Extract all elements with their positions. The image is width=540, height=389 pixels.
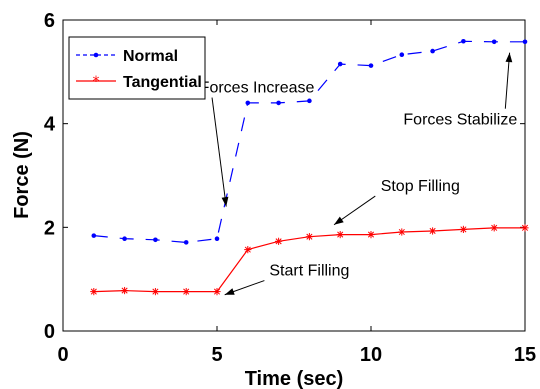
data-point-normal [153,237,158,243]
data-point-normal [276,100,281,106]
series-layer [90,38,529,296]
data-point-normal [214,236,220,242]
data-point-tangential [121,286,129,295]
data-point-normal [522,39,528,45]
y-tick-label: 6 [44,10,55,32]
data-point-normal [399,52,405,58]
axis-ticks: 0 5 10 15 0 2 4 6 [44,10,536,366]
data-point-tangential [490,224,498,232]
data-point-normal [337,61,343,67]
annotation-arrow [224,280,265,296]
data-point-tangential [429,227,437,235]
data-point-normal [368,63,374,68]
legend-label-normal: Normal [123,48,178,65]
x-axis-label: Time (sec) [245,368,344,389]
legend-box [68,36,206,100]
data-point-tangential [182,288,190,296]
annotation-label: Stop Filling [381,178,460,195]
annotation-label: Forces Stabilize [403,112,517,129]
data-point-normal [307,98,312,104]
data-point-tangential [90,288,98,296]
x-tick-label: 0 [57,344,68,366]
x-tick-label: 5 [211,344,222,366]
annotation-layer: Forces Stabilize Forces Increase Stop Fill… [200,52,517,296]
annotation-label: Start Filling [269,263,349,280]
x-tick-label: 15 [514,344,536,366]
x-tick-label: 10 [360,344,382,366]
data-point-normal [461,38,466,44]
data-point-tangential [305,233,313,241]
data-point-tangential [398,228,406,236]
data-point-normal [245,100,251,106]
data-point-normal [491,39,497,45]
data-point-normal [183,240,189,245]
annotation-arrow [333,195,376,226]
data-point-normal [430,48,435,54]
legend-marker-normal [93,52,99,58]
data-point-tangential [151,288,159,296]
data-point-tangential [367,230,375,239]
y-axis-label: Force (N) [11,131,33,219]
data-point-tangential [459,225,467,234]
legend-label-tangential: Tangential [123,74,202,91]
data-point-tangential [213,288,221,296]
legend: Normal * Tangential [68,36,206,100]
y-tick-label: 4 [44,114,56,136]
data-point-tangential [275,237,283,245]
data-point-normal [91,233,97,238]
data-point-normal [122,236,127,242]
data-point-tangential [521,224,529,232]
y-tick-label: 0 [44,321,55,343]
y-tick-label: 2 [44,217,55,239]
legend-marker-tangential: * [93,74,100,90]
data-point-tangential [336,230,344,239]
annotation-arrow [211,97,229,207]
annotation-arrow [504,52,513,109]
data-point-tangential [244,246,252,254]
annotation-label: Forces Increase [200,80,315,97]
